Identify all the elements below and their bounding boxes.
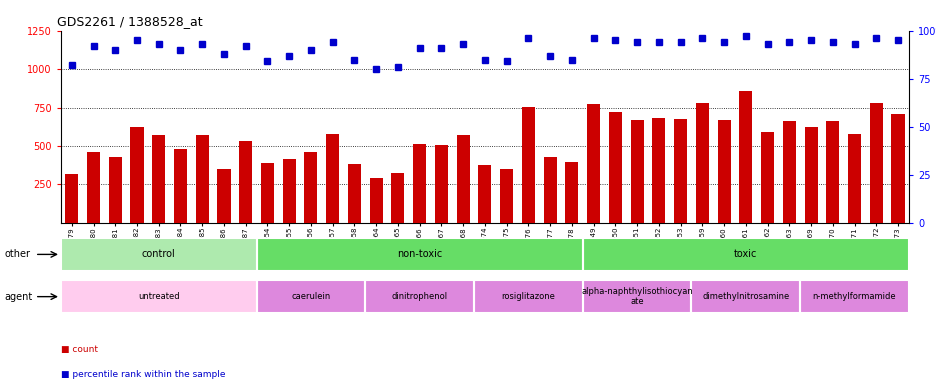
- Bar: [256, 238, 582, 271]
- Bar: [152, 135, 165, 223]
- Bar: [582, 280, 691, 313]
- Bar: [869, 103, 882, 223]
- Bar: [239, 141, 252, 223]
- Text: rosiglitazone: rosiglitazone: [501, 292, 555, 301]
- Bar: [66, 174, 79, 223]
- Bar: [61, 280, 256, 313]
- Bar: [521, 107, 534, 223]
- Bar: [673, 119, 686, 223]
- Bar: [61, 280, 256, 313]
- Text: untreated: untreated: [138, 292, 180, 301]
- Bar: [608, 112, 622, 223]
- Bar: [87, 152, 100, 223]
- Text: n-methylformamide: n-methylformamide: [812, 292, 896, 301]
- Bar: [370, 178, 382, 223]
- Text: ■ count: ■ count: [61, 345, 97, 354]
- Bar: [196, 135, 209, 223]
- Bar: [61, 238, 256, 271]
- Bar: [890, 114, 903, 223]
- Bar: [474, 280, 582, 313]
- Text: alpha-naphthylisothiocyan
ate: alpha-naphthylisothiocyan ate: [580, 287, 693, 306]
- Bar: [717, 120, 730, 223]
- Bar: [478, 165, 490, 223]
- Bar: [826, 121, 839, 223]
- Bar: [434, 145, 447, 223]
- Bar: [799, 280, 908, 313]
- Bar: [564, 162, 578, 223]
- Bar: [782, 121, 795, 223]
- Bar: [474, 280, 582, 313]
- Bar: [130, 127, 143, 223]
- Text: other: other: [5, 249, 31, 260]
- Bar: [691, 280, 799, 313]
- Bar: [260, 163, 273, 223]
- Bar: [695, 103, 709, 223]
- Bar: [582, 238, 908, 271]
- Bar: [61, 238, 256, 271]
- Bar: [326, 134, 339, 223]
- Bar: [691, 280, 799, 313]
- Bar: [256, 280, 365, 313]
- Bar: [174, 149, 187, 223]
- Text: ■ percentile rank within the sample: ■ percentile rank within the sample: [61, 370, 226, 379]
- Text: control: control: [141, 249, 175, 260]
- Bar: [256, 280, 365, 313]
- Bar: [630, 120, 643, 223]
- Bar: [304, 152, 317, 223]
- Text: non-toxic: non-toxic: [397, 249, 442, 260]
- Text: agent: agent: [5, 291, 33, 302]
- Bar: [256, 238, 582, 271]
- Bar: [543, 157, 556, 223]
- Text: dinitrophenol: dinitrophenol: [391, 292, 447, 301]
- Bar: [413, 144, 426, 223]
- Bar: [365, 280, 474, 313]
- Bar: [587, 104, 599, 223]
- Text: GDS2261 / 1388528_at: GDS2261 / 1388528_at: [56, 15, 202, 28]
- Bar: [799, 280, 908, 313]
- Bar: [283, 159, 296, 223]
- Bar: [582, 238, 908, 271]
- Text: dimethylnitrosamine: dimethylnitrosamine: [701, 292, 789, 301]
- Bar: [739, 91, 752, 223]
- Bar: [760, 132, 773, 223]
- Bar: [347, 164, 360, 223]
- Bar: [651, 118, 665, 223]
- Bar: [804, 127, 817, 223]
- Bar: [456, 135, 469, 223]
- Bar: [217, 169, 230, 223]
- Text: caerulein: caerulein: [291, 292, 330, 301]
- Text: toxic: toxic: [733, 249, 756, 260]
- Bar: [391, 173, 404, 223]
- Bar: [847, 134, 860, 223]
- Bar: [365, 280, 474, 313]
- Bar: [582, 280, 691, 313]
- Bar: [500, 169, 513, 223]
- Bar: [109, 157, 122, 223]
